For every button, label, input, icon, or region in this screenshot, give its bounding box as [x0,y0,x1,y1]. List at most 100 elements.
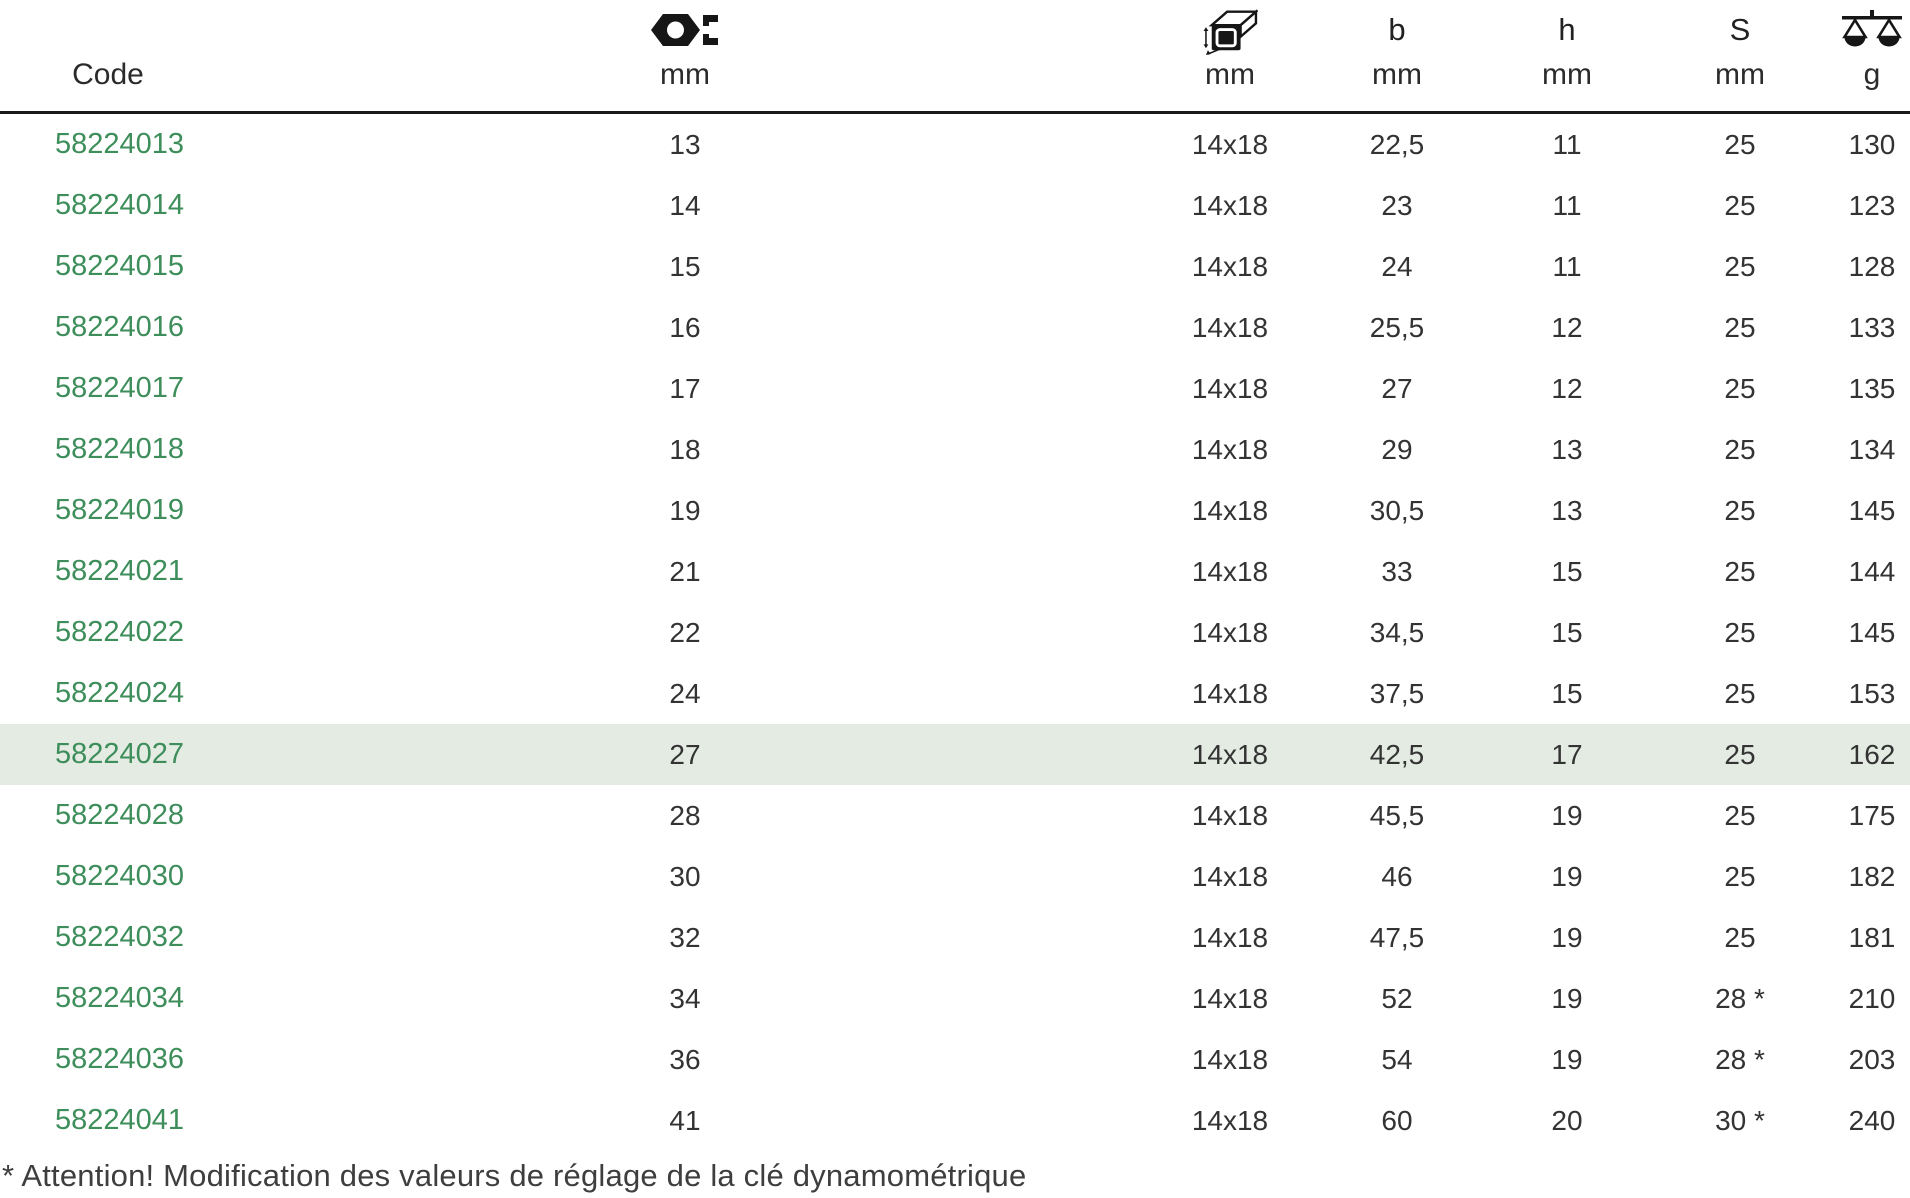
cell-drive: 14x18 [1191,677,1269,709]
cell-code[interactable]: 58224014 [55,189,185,221]
cell-code[interactable]: 58224041 [55,1104,185,1136]
cell-s: 25 [1724,189,1756,221]
cell-code[interactable]: 58224022 [55,616,185,648]
cell-drive: 14x18 [1191,311,1269,343]
cell-drive: 14x18 [1191,616,1269,648]
cell-drive: 14x18 [1191,1043,1269,1075]
cell-drive: 14x18 [1191,494,1269,526]
table-row: 58224017 17 14x18 27 12 25 135 [0,358,1910,419]
cell-h: 19 [1551,982,1583,1014]
cell-code[interactable]: 58224015 [55,250,185,282]
cell-weight: 135 [1848,372,1896,404]
cell-s: 25 [1724,799,1756,831]
cell-b: 25,5 [1369,311,1425,343]
b-column-label: b [1388,12,1406,47]
cell-drive: 14x18 [1191,1104,1269,1136]
cell-code[interactable]: 58224032 [55,921,185,953]
cell-wrench-size: 14 [669,189,701,221]
cell-wrench-size: 32 [669,921,701,953]
cell-s: 25 [1724,494,1756,526]
cell-code[interactable]: 58224024 [55,677,185,709]
cell-code[interactable]: 58224013 [55,128,185,160]
code-column-label: Code [72,58,144,91]
cell-h: 13 [1551,494,1583,526]
cell-s: 25 [1724,128,1756,160]
cell-s: 25 [1724,677,1756,709]
cell-wrench-size: 13 [669,128,701,160]
table-row: 58224014 14 14x18 23 11 25 123 [0,175,1910,236]
cell-weight: 210 [1848,982,1896,1014]
cell-wrench-size: 24 [669,677,701,709]
cell-h: 19 [1551,799,1583,831]
column-header-weight: g [1834,6,1910,111]
cell-h: 12 [1551,372,1583,404]
cell-weight: 144 [1848,555,1896,587]
cell-drive: 14x18 [1191,128,1269,160]
cell-wrench-size: 18 [669,433,701,465]
cell-drive: 14x18 [1191,250,1269,282]
cell-h: 12 [1551,311,1583,343]
cell-h: 17 [1551,738,1583,770]
cell-code[interactable]: 58224030 [55,860,185,892]
cell-h: 19 [1551,921,1583,953]
cell-drive: 14x18 [1191,982,1269,1014]
cell-wrench-size: 17 [669,372,701,404]
cell-drive: 14x18 [1191,189,1269,221]
weight-unit: g [1863,58,1881,91]
cell-b: 52 [1381,982,1413,1014]
table-row: 58224030 30 14x18 46 19 25 182 [0,846,1910,907]
cell-code[interactable]: 58224019 [55,494,185,526]
cell-b: 29 [1381,433,1413,465]
cell-s: 25 [1724,372,1756,404]
cell-weight: 181 [1848,921,1896,953]
cell-h: 11 [1552,189,1582,221]
cell-drive: 14x18 [1191,433,1269,465]
cell-s: 25 [1724,738,1756,770]
s-unit: mm [1715,58,1765,91]
cell-wrench-size: 21 [669,555,701,587]
cell-weight: 240 [1848,1104,1896,1136]
cell-weight: 134 [1848,433,1896,465]
cell-wrench-size: 28 [669,799,701,831]
table-row: 58224027 27 14x18 42,5 17 25 162 [0,724,1910,785]
cell-code[interactable]: 58224016 [55,311,185,343]
cell-h: 15 [1551,677,1583,709]
cell-wrench-size: 15 [669,250,701,282]
cell-wrench-size: 36 [669,1043,701,1075]
cell-code[interactable]: 58224034 [55,982,185,1014]
cell-b: 46 [1381,860,1413,892]
table-body: 58224013 13 14x18 22,5 11 25 130 5822401… [0,114,1910,1151]
cell-code[interactable]: 58224017 [55,372,185,404]
h-unit: mm [1542,58,1592,91]
cell-h: 15 [1551,555,1583,587]
cell-b: 24 [1381,250,1413,282]
cell-s: 28 * [1715,1043,1765,1075]
cell-drive: 14x18 [1191,372,1269,404]
cell-code[interactable]: 58224021 [55,555,185,587]
cell-code[interactable]: 58224018 [55,433,185,465]
cell-weight: 182 [1848,860,1896,892]
s-column-label: S [1729,12,1751,47]
column-header-drive: mm [1154,6,1306,111]
column-header-wrench-size: mm [216,6,1154,111]
cell-weight: 162 [1848,738,1896,770]
cell-s: 25 [1724,250,1756,282]
cell-s: 28 * [1715,982,1765,1014]
cell-b: 37,5 [1369,677,1425,709]
cell-drive: 14x18 [1191,555,1269,587]
cell-code[interactable]: 58224027 [55,738,185,770]
cell-s: 25 [1724,311,1756,343]
table-row: 58224016 16 14x18 25,5 12 25 133 [0,297,1910,358]
cell-code[interactable]: 58224028 [55,799,185,831]
column-header-code: Code [0,6,216,111]
cell-drive: 14x18 [1191,738,1269,770]
cell-wrench-size: 19 [669,494,701,526]
table-row: 58224028 28 14x18 45,5 19 25 175 [0,785,1910,846]
cell-drive: 14x18 [1191,799,1269,831]
table-row: 58224019 19 14x18 30,5 13 25 145 [0,480,1910,541]
b-unit: mm [1372,58,1422,91]
cell-b: 54 [1381,1043,1413,1075]
cell-b: 22,5 [1369,128,1425,160]
cell-code[interactable]: 58224036 [55,1043,185,1075]
